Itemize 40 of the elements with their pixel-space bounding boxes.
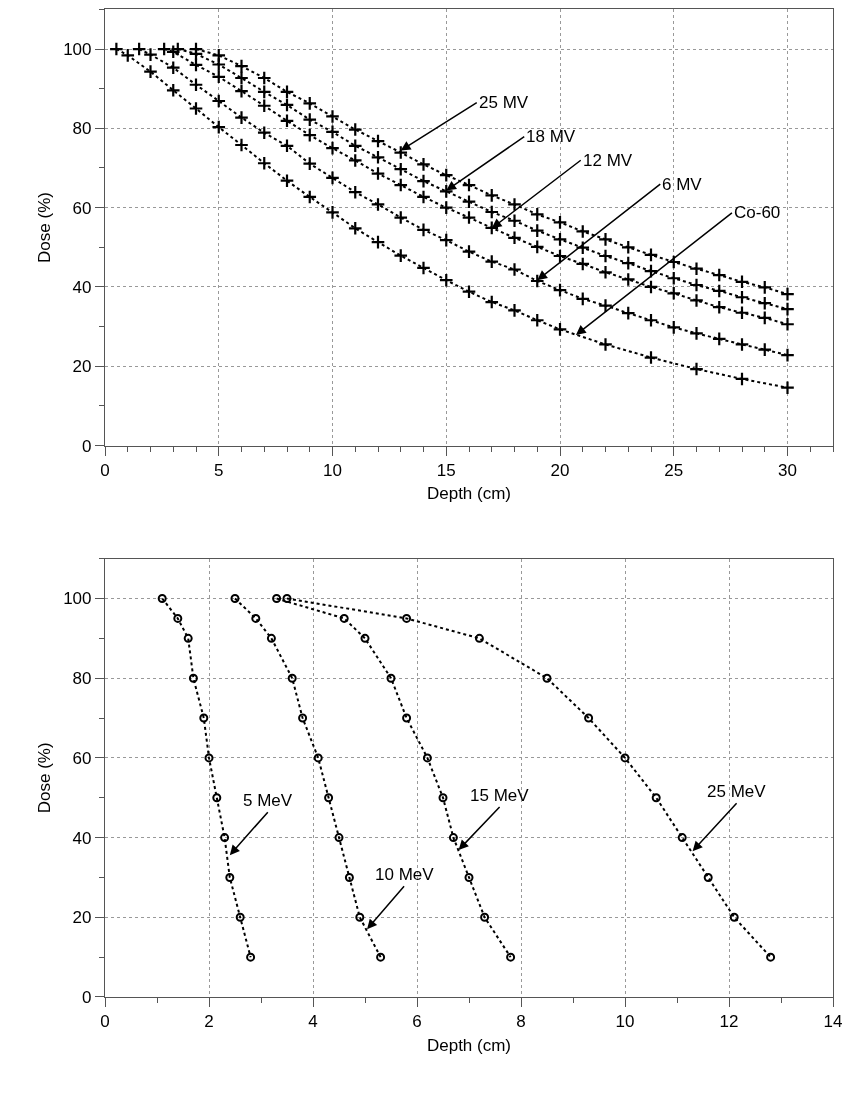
x-tick-label: 14 — [823, 1012, 843, 1032]
x-tick-label: 30 — [778, 461, 797, 481]
y-tick-label: 80 — [72, 669, 92, 689]
annotation: 10 MeV — [375, 865, 435, 884]
x-tick-label: 20 — [550, 461, 570, 481]
y-tick-label: 20 — [72, 908, 92, 928]
x-tick-label: 0 — [100, 1012, 110, 1032]
annotation: 18 MV — [526, 127, 576, 146]
annotation: 6 MV — [662, 175, 703, 194]
x-tick-label: 6 — [412, 1012, 422, 1032]
y-tick-label: 100 — [63, 39, 92, 59]
x-tick-label: 4 — [308, 1012, 318, 1032]
y-tick-label: 40 — [72, 828, 92, 848]
x-tick-label: 8 — [516, 1012, 526, 1032]
x-tick-label: 25 — [664, 461, 684, 481]
annotation: Co-60 — [734, 203, 781, 222]
y-tick-label: 0 — [82, 436, 92, 456]
y-tick-label: 0 — [82, 987, 92, 1007]
y-tick-label: 100 — [63, 589, 92, 609]
x-tick-label: 10 — [615, 1012, 635, 1032]
annotation: 25 MeV — [707, 782, 767, 801]
annotation: 25 MV — [479, 93, 529, 112]
x-tick-label: 12 — [719, 1012, 739, 1032]
y-tick-label: 60 — [72, 198, 92, 218]
x-tick-label: 0 — [100, 461, 110, 481]
x-tick-label: 10 — [323, 461, 342, 481]
x-tick-label: 5 — [214, 461, 224, 481]
y-axis-title: Dose (%) — [34, 742, 54, 814]
y-tick-label: 60 — [72, 748, 92, 768]
x-tick-label: 15 — [436, 461, 456, 481]
y-axis-title: Dose (%) — [34, 192, 54, 263]
y-tick-label: 40 — [72, 277, 92, 297]
annotation: 15 MeV — [470, 786, 530, 805]
annotation: 12 MV — [583, 151, 633, 170]
y-tick-label: 20 — [72, 357, 92, 377]
y-tick-label: 80 — [72, 119, 92, 139]
annotation: 5 MeV — [243, 791, 293, 810]
x-axis-title: Depth (cm) — [426, 484, 512, 504]
x-tick-label: 2 — [204, 1012, 214, 1032]
x-axis-title: Depth (cm) — [426, 1035, 512, 1055]
